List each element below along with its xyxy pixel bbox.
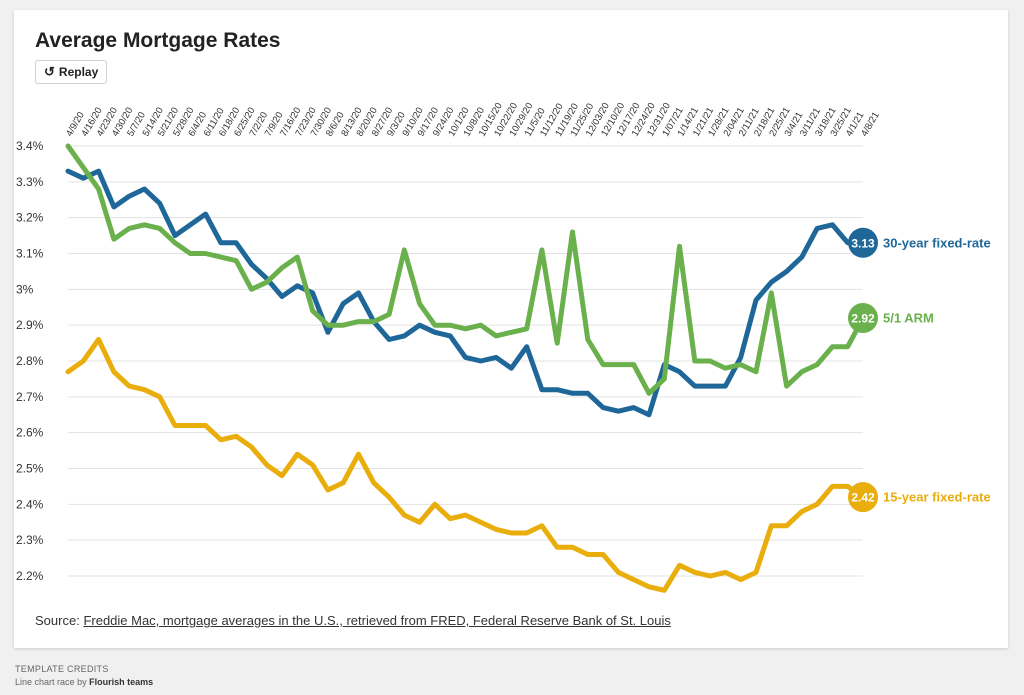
- series-end-value: 2.42: [851, 491, 875, 505]
- line-chart: 3.4% 3.3% 3.2% 3.1% 3% 2.9% 2.8% 2.7% 2.6% 2.5% 2.…: [16, 101, 991, 593]
- chart-card: Average Mortgage Rates ↺ Replay 3.4% 3.3%…: [14, 10, 1008, 648]
- y-tick-label: 3%: [16, 282, 34, 296]
- credits-heading: TEMPLATE CREDITS: [15, 664, 109, 674]
- series-line-0: [65, 168, 866, 418]
- y-tick-label: 2.3%: [16, 533, 44, 547]
- replay-icon: ↺: [44, 64, 55, 79]
- chart-title: Average Mortgage Rates: [35, 29, 281, 52]
- series-end-marker: [848, 227, 878, 258]
- y-tick-label: 2.9%: [16, 318, 44, 332]
- source-prefix: Source:: [35, 613, 80, 628]
- series-end-value: 2.92: [851, 312, 875, 326]
- series-label: 30-year fixed-rate: [883, 235, 991, 250]
- series-end-marker: [848, 303, 878, 333]
- series-end-marker: [848, 482, 878, 513]
- source-note: Source: Freddie Mac, mortgage averages i…: [35, 613, 671, 628]
- y-tick-label: 2.4%: [16, 497, 44, 511]
- series-label: 5/1 ARM: [883, 311, 934, 326]
- y-tick-label: 3.1%: [16, 247, 44, 261]
- credits-by: by: [77, 677, 87, 687]
- credits-line-prefix: Line chart race: [15, 677, 75, 687]
- replay-label: Replay: [58, 65, 99, 79]
- replay-button[interactable]: ↺ Replay: [35, 60, 108, 84]
- y-tick-label: 3.3%: [16, 175, 44, 189]
- y-tick-label: 2.6%: [16, 426, 44, 440]
- y-tick-label: 2.7%: [16, 390, 44, 404]
- series-line-1: [65, 143, 866, 396]
- y-tick-label: 2.2%: [16, 569, 44, 583]
- source-link[interactable]: Freddie Mac, mortgage averages in the U.…: [83, 613, 671, 628]
- series-label: 15-year fixed-rate: [883, 490, 991, 505]
- credits-author[interactable]: Flourish teams: [89, 677, 154, 687]
- series-end-value: 3.13: [851, 236, 875, 250]
- y-tick-label: 2.8%: [16, 354, 44, 368]
- y-tick-label: 3.4%: [16, 139, 44, 153]
- credits-line: Line chart race by Flourish teams: [15, 676, 153, 689]
- y-tick-label: 3.2%: [16, 211, 44, 225]
- series-line-2: [65, 337, 866, 593]
- y-tick-label: 2.5%: [16, 462, 44, 476]
- template-credits: TEMPLATE CREDITS Line chart race by Flou…: [15, 663, 153, 689]
